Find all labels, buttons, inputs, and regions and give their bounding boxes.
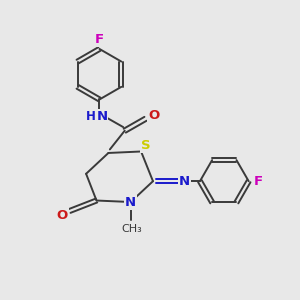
Text: F: F — [254, 175, 263, 188]
Text: S: S — [141, 139, 150, 152]
Text: N: N — [178, 175, 190, 188]
Text: N: N — [96, 110, 107, 123]
Text: H: H — [86, 110, 96, 123]
Text: N: N — [125, 196, 136, 208]
Text: F: F — [95, 33, 104, 46]
Text: O: O — [148, 109, 160, 122]
Text: CH₃: CH₃ — [122, 224, 142, 234]
Text: O: O — [57, 209, 68, 222]
